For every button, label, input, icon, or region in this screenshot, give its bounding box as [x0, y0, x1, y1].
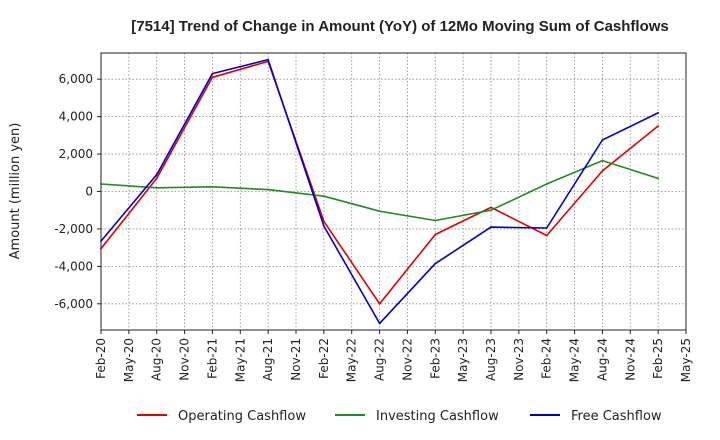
data-point	[211, 72, 214, 75]
data-point	[545, 234, 548, 237]
x-tick-label: May-25	[679, 338, 693, 382]
data-point	[434, 233, 437, 236]
data-point	[545, 227, 548, 229]
data-point	[211, 185, 214, 188]
y-tick-label: -4,000	[54, 259, 93, 273]
x-tick-label: Nov-23	[512, 338, 526, 381]
legend-label: Investing Cashflow	[376, 409, 499, 424]
data-point	[545, 183, 548, 185]
y-axis-ticks: -6,000 -4,000 -2,000 0 2,000 4,000 6,000	[54, 72, 101, 311]
data-point	[378, 302, 381, 305]
x-tick-label: May-22	[345, 338, 359, 382]
data-point	[490, 209, 492, 212]
x-tick-label: May-23	[456, 338, 470, 382]
y-tick-label: 2,000	[59, 147, 93, 161]
x-tick-label: Feb-23	[428, 338, 442, 379]
data-point	[211, 76, 214, 79]
y-tick-label: -2,000	[54, 222, 93, 236]
data-point	[657, 125, 660, 127]
x-tick-label: May-21	[233, 338, 247, 382]
data-point	[267, 58, 270, 61]
data-point	[434, 219, 437, 222]
legend-label: Operating Cashflow	[178, 409, 306, 424]
data-point	[155, 186, 158, 189]
y-tick-label: 6,000	[59, 72, 93, 86]
y-tick-label: 4,000	[59, 110, 93, 124]
x-tick-label: Aug-24	[595, 338, 609, 381]
chart-title: [7514] Trend of Change in Amount (YoY) o…	[131, 18, 669, 35]
x-tick-label: Aug-20	[150, 338, 164, 381]
data-point	[434, 262, 437, 265]
x-axis-ticks: Feb-20 May-20 Aug-20 Nov-20 Feb-21 May-21 Aug-…	[94, 330, 693, 382]
x-tick-label: Nov-24	[623, 338, 637, 381]
data-point	[322, 195, 325, 198]
data-point	[322, 220, 325, 223]
x-tick-label: Aug-22	[373, 338, 387, 381]
data-point	[601, 139, 604, 141]
legend: Operating Cashflow Investing Cashflow Free…	[137, 409, 662, 424]
grid	[100, 53, 687, 330]
x-tick-label: Feb-24	[540, 338, 554, 379]
data-point	[601, 159, 604, 162]
data-point	[155, 177, 158, 180]
x-tick-label: May-20	[122, 338, 136, 382]
x-tick-label: Feb-25	[651, 338, 665, 379]
data-point	[267, 188, 270, 191]
y-tick-label: 0	[85, 185, 93, 199]
x-tick-label: Nov-20	[178, 338, 192, 381]
data-point	[322, 225, 325, 228]
series-layer	[100, 58, 660, 325]
legend-label: Free Cashflow	[571, 409, 662, 424]
data-point	[490, 226, 492, 228]
y-axis-label: Amount (million yen)	[8, 123, 23, 260]
data-point	[657, 177, 660, 180]
data-point	[601, 170, 604, 172]
x-tick-label: May-24	[568, 338, 582, 382]
x-tick-label: Feb-20	[94, 338, 108, 379]
data-point	[378, 210, 381, 213]
x-tick-label: Aug-23	[484, 338, 498, 381]
x-tick-label: Aug-21	[261, 338, 275, 381]
data-point	[490, 206, 492, 209]
x-tick-label: Nov-21	[289, 338, 303, 381]
data-point	[657, 111, 660, 114]
y-tick-label: -6,000	[54, 297, 93, 311]
data-point	[378, 322, 381, 325]
x-tick-label: Feb-22	[317, 338, 331, 379]
x-tick-label: Nov-22	[400, 338, 414, 381]
x-tick-label: Feb-21	[205, 338, 219, 379]
data-point	[155, 173, 158, 176]
